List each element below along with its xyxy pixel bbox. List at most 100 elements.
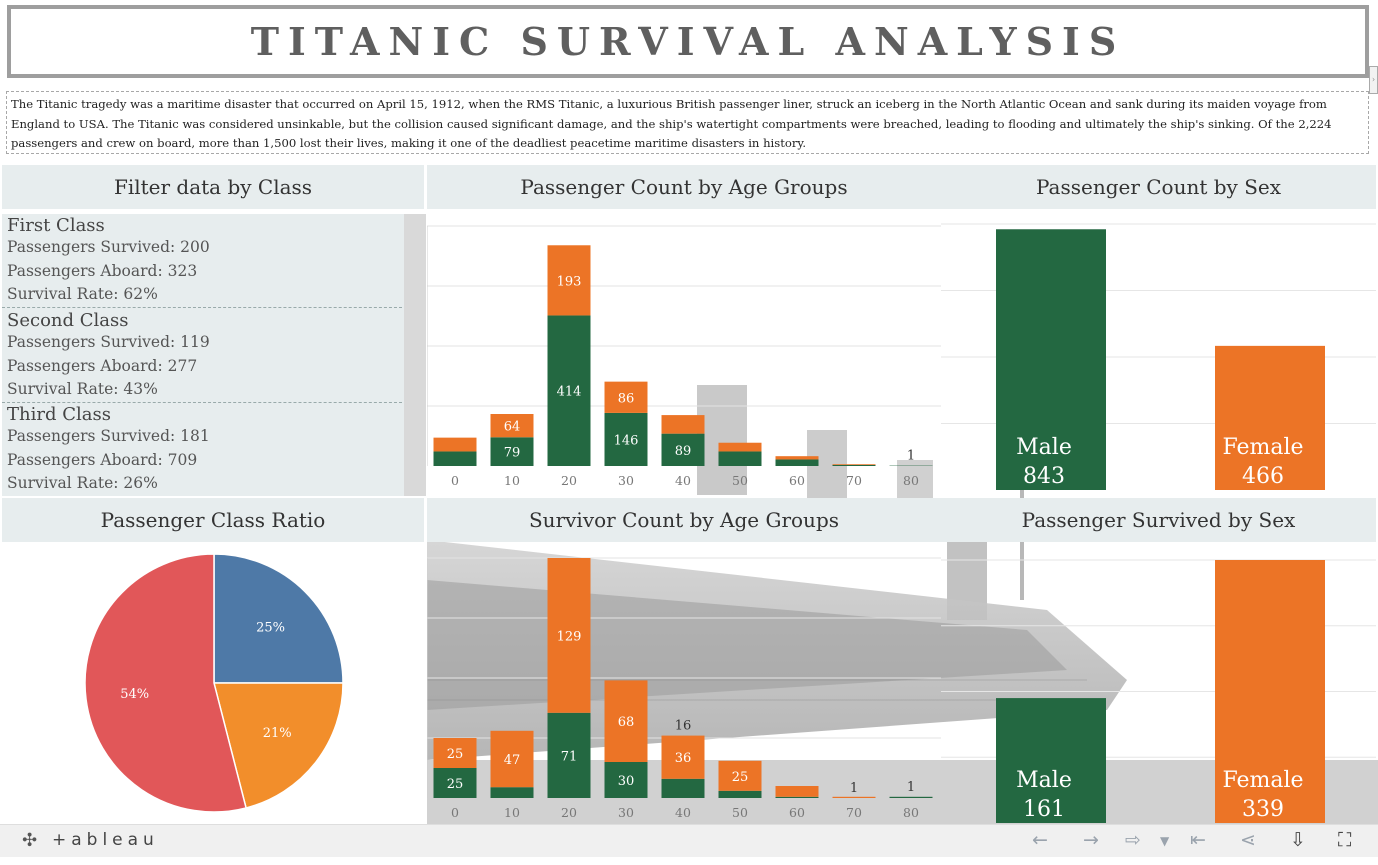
- pie-slice: [84, 553, 247, 813]
- survivor-age-value-label: 71: [561, 749, 578, 764]
- age-count-value-label: 414: [557, 385, 582, 400]
- age-count-bar-bottom: [832, 464, 876, 466]
- age-count-tick-label: 70: [846, 473, 862, 488]
- survivor-age-tick-label: 10: [504, 805, 520, 820]
- fullscreen-button[interactable]: ⛶: [1338, 829, 1352, 851]
- survivor-age-tick-label: 50: [732, 805, 748, 820]
- survivor-age-tick-label: 30: [618, 805, 634, 820]
- class-aboard: Passengers Aboard: 709: [7, 450, 198, 469]
- side-panel-toggle[interactable]: ›: [1369, 66, 1378, 94]
- survived-sex-header: Passenger Survived by Sex: [941, 498, 1376, 542]
- intro-text: The Titanic tragedy was a maritime disas…: [6, 91, 1369, 154]
- age-count-value-label: 146: [614, 433, 639, 448]
- pie-slice-label: 21%: [263, 726, 292, 741]
- age-count-value-label: 193: [557, 274, 582, 289]
- class-item-second[interactable]: Second Class Passengers Survived: 119 Pa…: [2, 309, 402, 403]
- age-count-value-label: 64: [504, 420, 521, 435]
- survivor-age-bar-top: [718, 760, 762, 791]
- age-count-tick-label: 10: [504, 473, 520, 488]
- pie-slice-label: 54%: [120, 687, 149, 702]
- filter-scrollbar[interactable]: [404, 214, 426, 496]
- survivor-age-value-label: 25: [447, 747, 464, 762]
- age-count-bar-top: [547, 245, 591, 316]
- survivor-age-value-label: 47: [504, 753, 521, 768]
- survivor-age-bar-bottom: [490, 787, 534, 798]
- sex-count-category-label: Male: [1016, 435, 1072, 460]
- survivor-age-header: Survivor Count by Age Groups: [427, 498, 941, 542]
- survivor-age-bar-top: [490, 730, 534, 788]
- pie-slice-label: 25%: [256, 620, 285, 635]
- tableau-brand: +ableau: [52, 830, 159, 850]
- age-count-bar-bottom: [718, 451, 762, 466]
- survived-sex-category-label: Male: [1016, 768, 1072, 793]
- class-item-first[interactable]: First Class Passengers Survived: 200 Pas…: [2, 214, 402, 308]
- survivor-age-value-label: 16: [675, 719, 692, 734]
- age-count-bar-top: [718, 442, 762, 452]
- tableau-toolbar: ✣ +ableau ← → ⇨ ▼ ⇤ ⋖ ⇩ ⛶: [0, 824, 1378, 857]
- age-count-value-label: 1: [907, 449, 915, 464]
- survivor-age-bar-bottom: [889, 796, 933, 798]
- survivor-age-bar-top: [832, 796, 876, 798]
- sex-count-category-label: Female: [1222, 435, 1303, 460]
- survivor-age-value-label: 129: [557, 629, 582, 644]
- age-count-bar-bottom: [433, 451, 477, 466]
- survivor-age-tick-label: 70: [846, 805, 862, 820]
- redo-button[interactable]: →: [1083, 829, 1099, 851]
- age-count-tick-label: 0: [451, 473, 459, 488]
- class-filter-list[interactable]: First Class Passengers Survived: 200 Pas…: [2, 214, 426, 496]
- class-item-third[interactable]: Third Class Passengers Survived: 181 Pas…: [2, 403, 402, 496]
- class-ratio-pie-chart[interactable]: 25% 21% 54%: [2, 544, 424, 824]
- survivor-age-tick-label: 40: [675, 805, 691, 820]
- age-count-bar-top: [604, 381, 648, 413]
- class-name: Second Class: [7, 310, 129, 331]
- sex-count-bar: [996, 229, 1106, 491]
- revert-dropdown-icon[interactable]: ▼: [1160, 834, 1170, 848]
- age-count-value-label: 89: [675, 444, 692, 459]
- class-name: First Class: [7, 215, 105, 236]
- class-rate: Survival Rate: 62%: [7, 285, 158, 303]
- age-count-tick-label: 80: [903, 473, 919, 488]
- age-count-chart[interactable]: 0 79 64 10 414 193 20 146 86 30 89 40 50 60 70 1 80: [427, 212, 941, 496]
- survivor-age-value-label: 1: [850, 781, 858, 796]
- undo-button[interactable]: ←: [1032, 829, 1048, 851]
- survivor-age-value-label: 68: [618, 715, 635, 730]
- survivor-age-bar-bottom: [718, 790, 762, 798]
- sex-count-header: Passenger Count by Sex: [941, 165, 1376, 209]
- survivor-age-bar-top: [547, 558, 591, 713]
- class-survived: Passengers Survived: 200: [7, 238, 210, 256]
- share-button[interactable]: ⋖: [1240, 829, 1256, 851]
- age-count-bar-bottom: [661, 433, 705, 466]
- survived-sex-bar: [996, 698, 1106, 823]
- pie-slice: [213, 553, 344, 684]
- dashboard-title-box: Titanic Survival Analysis: [7, 5, 1369, 78]
- survivor-age-tick-label: 0: [451, 805, 459, 820]
- class-survived: Passengers Survived: 181: [7, 427, 210, 445]
- download-button[interactable]: ⇩: [1290, 829, 1306, 851]
- survivor-age-bar-bottom: [604, 762, 648, 798]
- survivor-age-bar-bottom: [775, 796, 819, 798]
- survivor-age-chart[interactable]: 25 25 0 47 10 71 129 20 30 68 30 16 36 40 25 50 60 1 70 1 80: [427, 544, 941, 824]
- survivor-age-bar-top: [775, 786, 819, 797]
- class-name: Third Class: [7, 404, 111, 425]
- survivor-age-value-label: 25: [732, 770, 749, 785]
- tableau-logo-icon: ✣: [22, 830, 38, 851]
- sex-count-value-label: 843: [1023, 464, 1065, 489]
- survived-sex-value-label: 161: [1023, 797, 1065, 822]
- age-count-tick-label: 40: [675, 473, 691, 488]
- age-count-tick-label: 30: [618, 473, 634, 488]
- survivor-age-bar-bottom: [547, 712, 591, 798]
- survived-sex-category-label: Female: [1222, 768, 1303, 793]
- sex-count-chart[interactable]: Male 843 Female 466: [941, 212, 1376, 496]
- revert-button[interactable]: ⇨: [1125, 829, 1141, 851]
- dashboard-title: Titanic Survival Analysis: [250, 19, 1126, 64]
- survivor-age-value-label: 1: [907, 780, 915, 795]
- class-rate: Survival Rate: 26%: [7, 474, 158, 492]
- age-count-bar-top: [433, 437, 477, 452]
- reset-button[interactable]: ⇤: [1190, 829, 1206, 851]
- class-ratio-header: Passenger Class Ratio: [2, 498, 424, 542]
- age-count-bar-bottom: [775, 459, 819, 466]
- survived-sex-chart[interactable]: Male 161 Female 339: [941, 544, 1376, 824]
- survivor-age-bar-top: [433, 738, 477, 768]
- age-count-bar-top: [661, 415, 705, 434]
- sex-count-bar: [1215, 345, 1325, 490]
